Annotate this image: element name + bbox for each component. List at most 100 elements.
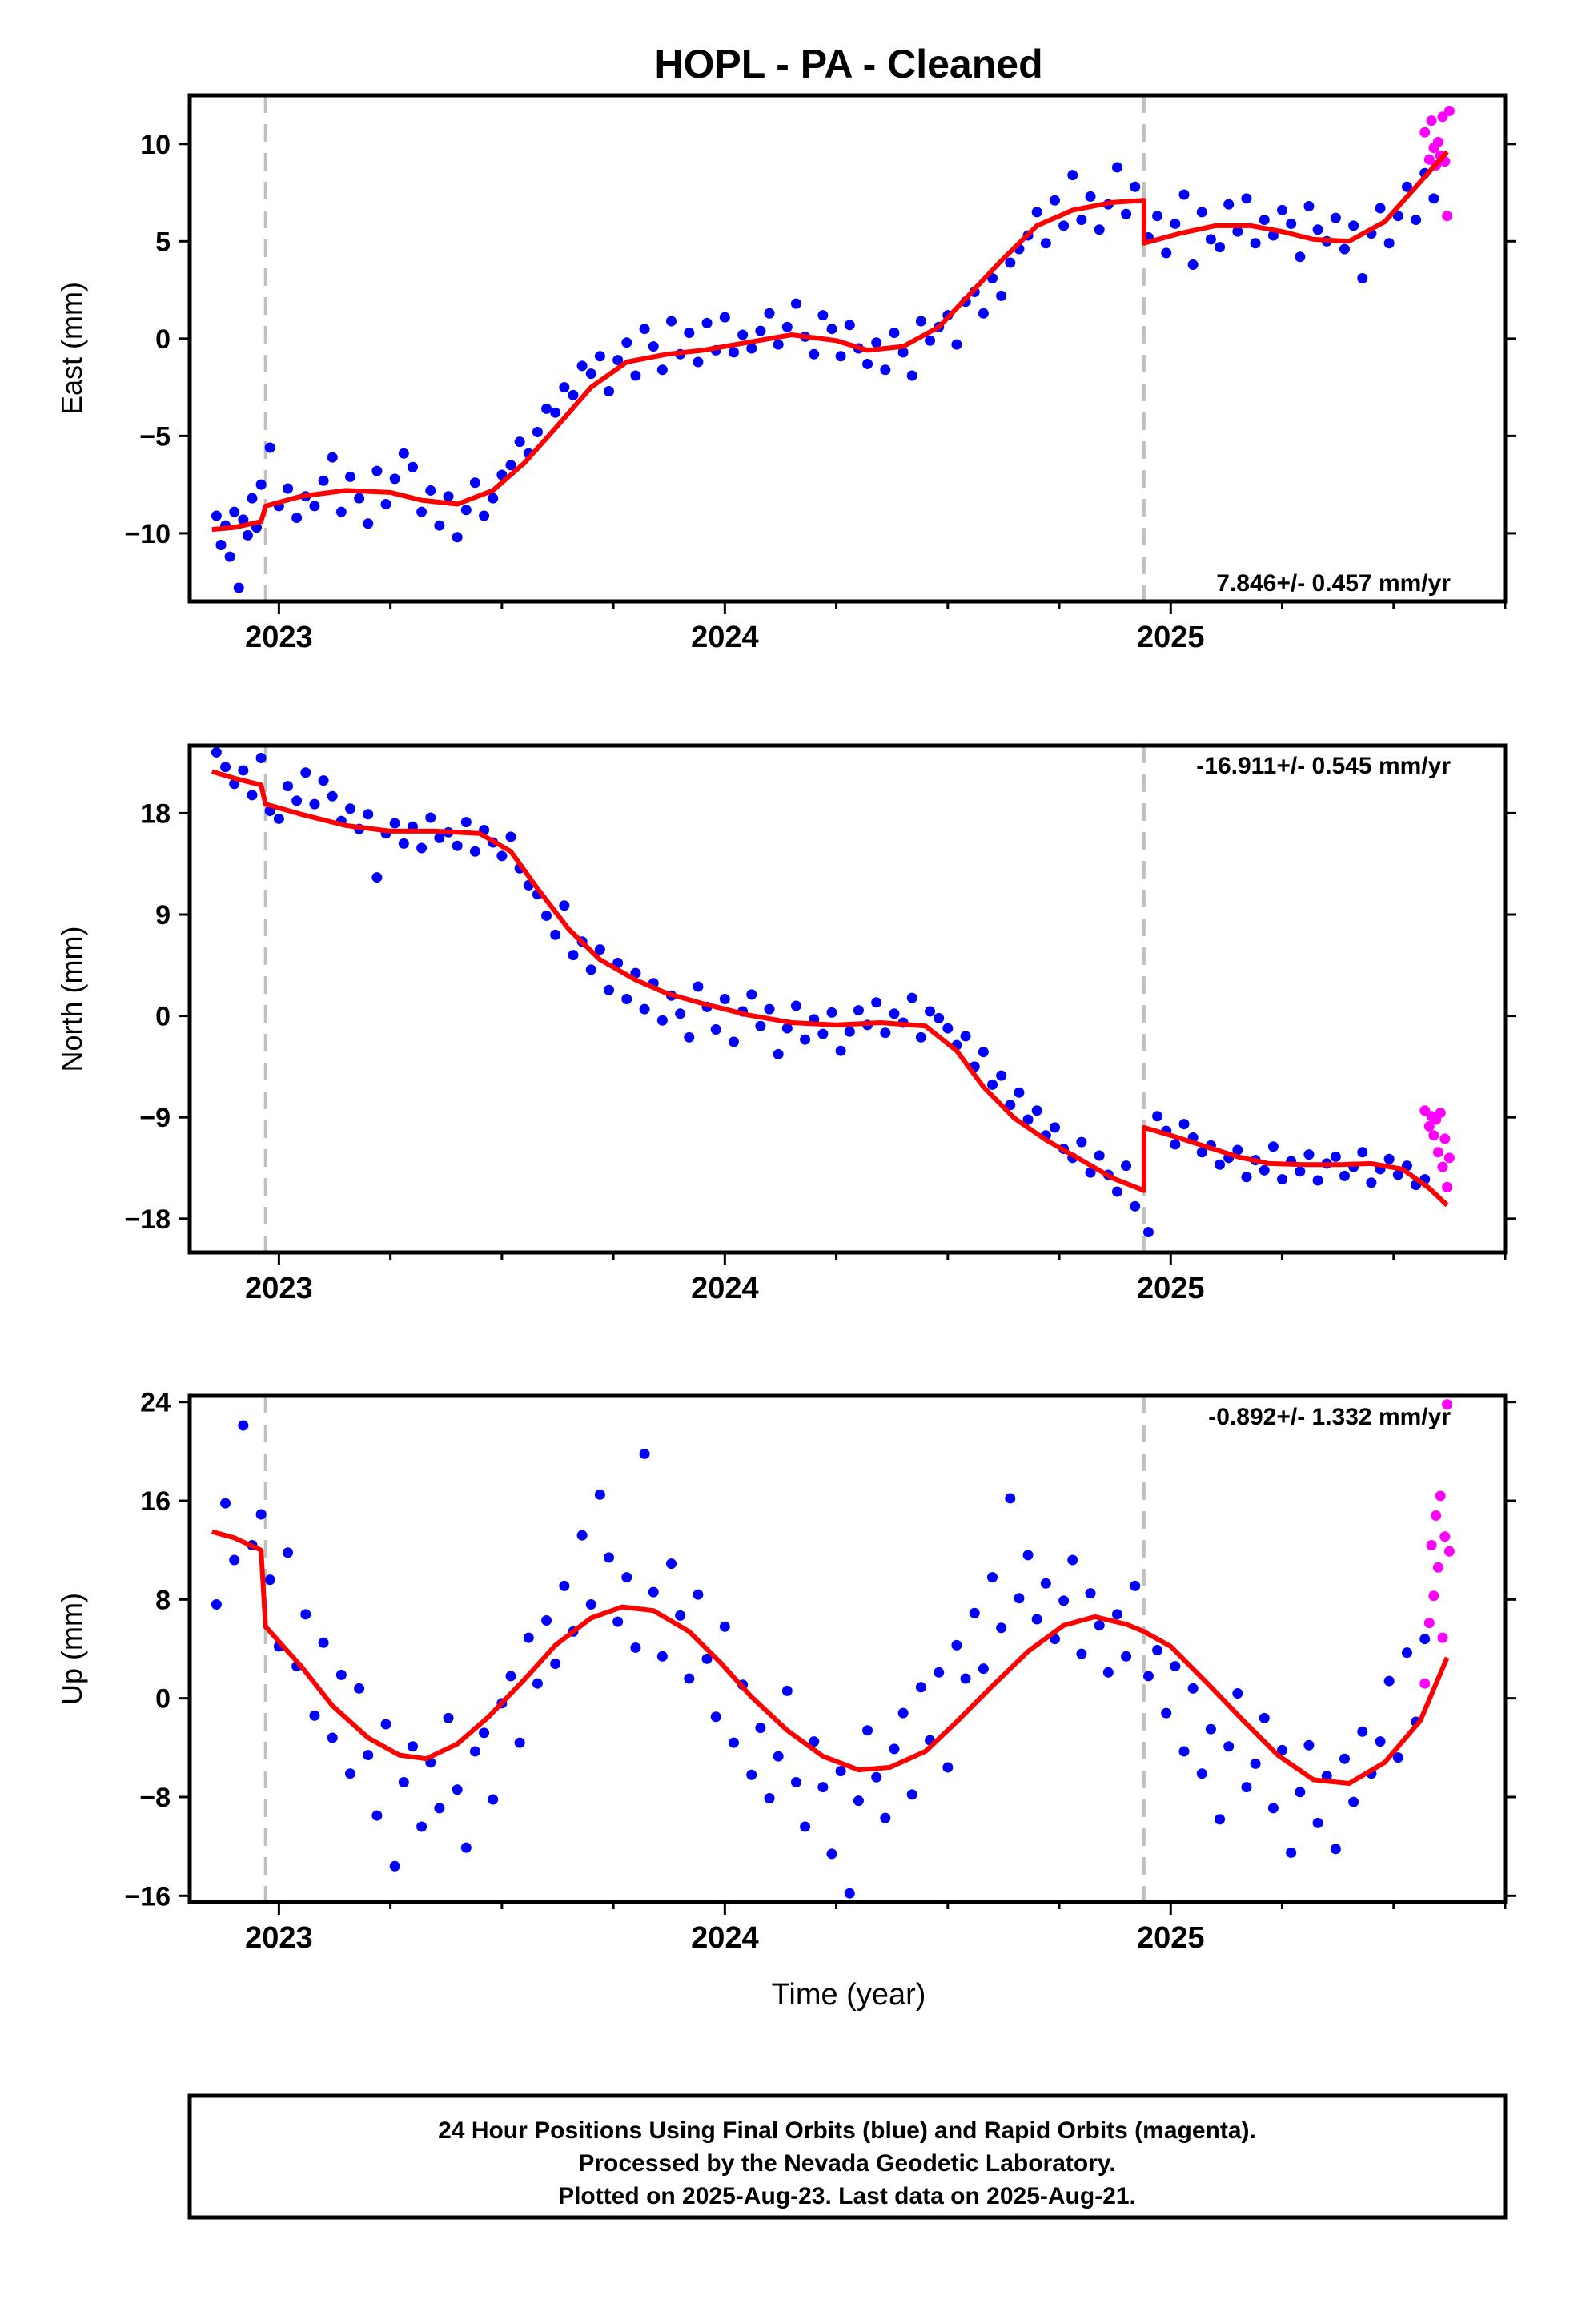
final-orbit-point <box>737 329 749 340</box>
final-orbit-point <box>604 1552 615 1563</box>
final-orbit-point <box>1383 238 1395 249</box>
final-orbit-point <box>1232 1687 1243 1699</box>
final-orbit-point <box>371 1810 383 1821</box>
y-tick-label: −18 <box>124 1204 171 1235</box>
final-orbit-point <box>648 341 659 352</box>
final-orbit-point <box>1215 1159 1226 1170</box>
final-orbit-point <box>889 1008 900 1019</box>
final-orbit-point <box>781 1023 793 1034</box>
y-tick-label: 16 <box>140 1486 171 1517</box>
final-orbit-point <box>1339 1753 1350 1764</box>
footer-frame <box>187 2093 1508 2220</box>
final-orbit-point <box>318 775 329 786</box>
x-tick-label: 2025 <box>1137 1272 1205 1305</box>
final-orbit-point <box>853 1795 864 1807</box>
final-orbit-point <box>915 1682 926 1693</box>
final-orbit-point <box>656 1651 668 1662</box>
final-orbit-point <box>906 992 917 1003</box>
final-orbit-point <box>1357 272 1368 283</box>
final-orbit-point <box>532 427 543 438</box>
final-orbit-point <box>755 1020 766 1031</box>
rapid-orbit-point <box>1437 111 1448 123</box>
final-orbit-point <box>389 818 400 829</box>
final-orbit-point <box>1142 1227 1154 1238</box>
final-orbit-point <box>443 1712 454 1723</box>
final-orbit-point <box>666 316 677 327</box>
final-orbit-point <box>505 1671 516 1682</box>
final-orbit-point <box>211 746 222 758</box>
final-orbit-point <box>719 312 730 323</box>
final-orbit-point <box>255 1509 267 1520</box>
final-orbit-point <box>247 493 258 504</box>
final-orbit-point <box>1348 1796 1359 1807</box>
final-orbit-point <box>996 1622 1007 1634</box>
final-orbit-point <box>1241 193 1252 204</box>
final-orbit-point <box>335 1669 347 1680</box>
final-orbit-point <box>844 1888 855 1899</box>
final-orbit-point <box>1111 162 1122 173</box>
final-orbit-point <box>1277 204 1288 215</box>
final-orbit-point <box>327 790 338 802</box>
final-orbit-point <box>318 475 329 486</box>
final-orbit-point <box>594 944 605 955</box>
final-orbit-point <box>1223 1741 1235 1752</box>
final-orbit-point <box>1348 220 1359 231</box>
final-orbit-point <box>1085 1588 1096 1599</box>
x-axis-label: Time (year) <box>772 1978 926 2012</box>
final-orbit-point <box>1121 1651 1132 1662</box>
final-orbit-point <box>1014 1087 1025 1098</box>
final-orbit-point <box>1277 1174 1288 1185</box>
final-orbit-point <box>871 1771 882 1783</box>
rapid-orbit-point <box>1423 154 1435 165</box>
final-orbit-point <box>790 1776 801 1787</box>
final-orbit-point <box>1215 1814 1226 1825</box>
final-orbit-point <box>862 1725 873 1736</box>
final-orbit-point <box>1031 1105 1042 1116</box>
rapid-orbit-point <box>1437 1632 1448 1643</box>
final-orbit-point <box>247 790 258 801</box>
final-orbit-point <box>728 1737 739 1748</box>
final-orbit-point <box>1067 1554 1078 1566</box>
final-orbit-point <box>746 989 757 1000</box>
final-orbit-point <box>656 1015 668 1026</box>
up-rate-label: -0.892+/- 1.332 mm/yr <box>1208 1404 1451 1430</box>
final-orbit-point <box>1102 1667 1114 1678</box>
final-orbit-point <box>1085 1167 1096 1178</box>
final-orbit-point <box>1303 1149 1315 1160</box>
final-orbit-point <box>371 465 383 476</box>
final-orbit-point <box>416 842 428 854</box>
east-panel: −10 −5 0 5 10 2023 2024 2025 East (mm) 7.846+/- 0… <box>55 93 1516 654</box>
final-orbit-point <box>1130 181 1141 192</box>
north-panel: −18 −9 0 9 18 2023 2024 2025 North (mm) -16.911+/… <box>55 743 1516 1305</box>
final-orbit-point <box>666 1558 677 1570</box>
final-orbit-point <box>621 337 632 348</box>
rapid-orbit-point <box>1443 1546 1455 1557</box>
final-orbit-point <box>1259 1164 1270 1176</box>
final-orbit-point <box>897 1707 909 1719</box>
final-orbit-point <box>1161 247 1172 259</box>
rapid-orbit-point <box>1442 1181 1453 1192</box>
final-orbit-point <box>380 1719 391 1730</box>
final-orbit-point <box>1330 212 1341 223</box>
final-orbit-point <box>871 997 882 1008</box>
final-orbit-point <box>889 1743 900 1755</box>
final-orbit-point <box>594 1489 605 1500</box>
final-orbit-point <box>363 518 374 529</box>
rapid-orbit-point <box>1432 136 1443 147</box>
final-orbit-point <box>790 298 801 309</box>
final-orbit-point <box>781 1685 793 1696</box>
final-orbit-point <box>1049 195 1060 206</box>
final-orbit-point <box>434 832 445 843</box>
final-orbit-point <box>701 317 713 328</box>
final-orbit-point <box>987 1572 998 1583</box>
final-orbit-point <box>238 514 249 525</box>
y-tick-label: −10 <box>124 519 171 549</box>
final-orbit-point <box>871 337 882 348</box>
final-orbit-point <box>1295 251 1306 263</box>
final-orbit-point <box>612 355 624 366</box>
final-orbit-point <box>541 910 552 921</box>
final-orbit-point <box>345 803 356 814</box>
final-orbit-point <box>675 1610 686 1621</box>
final-orbit-point <box>719 994 730 1004</box>
final-orbit-point <box>1005 1100 1016 1111</box>
